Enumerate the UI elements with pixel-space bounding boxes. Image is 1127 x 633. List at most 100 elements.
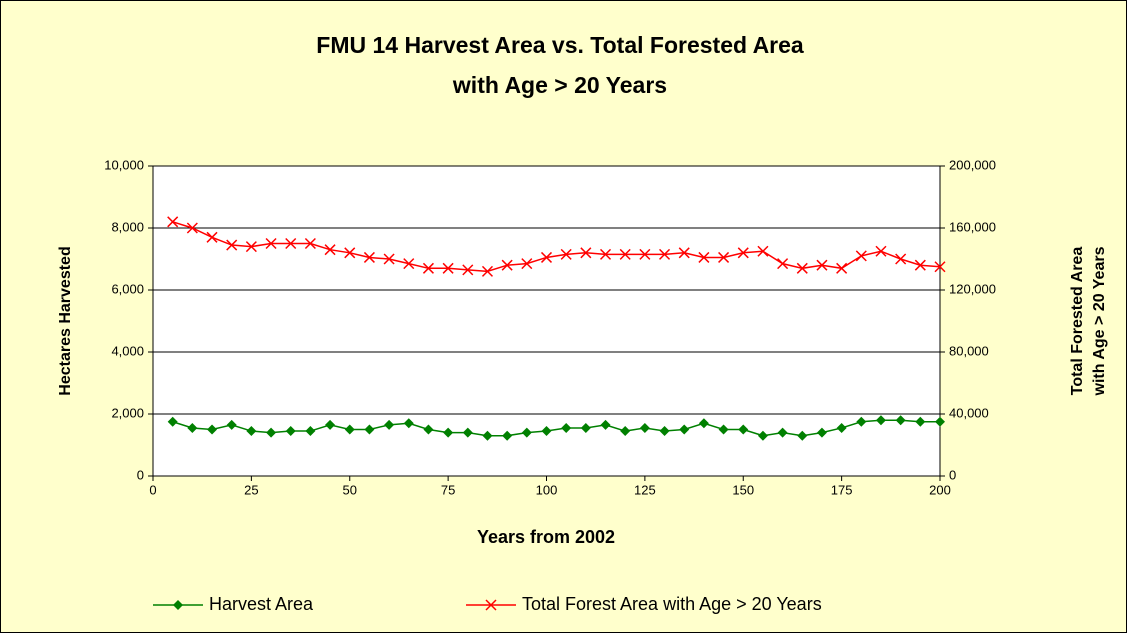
marker — [364, 424, 375, 435]
marker — [403, 258, 415, 270]
marker — [718, 251, 730, 263]
marker — [422, 262, 434, 274]
x-tick-label: 0 — [149, 482, 156, 497]
marker — [167, 416, 178, 427]
marker — [855, 250, 867, 262]
marker — [206, 231, 218, 243]
y-tick-label: 2,000 — [111, 405, 144, 420]
y-tick-label: 8,000 — [111, 219, 144, 234]
marker — [305, 426, 316, 437]
x-tick-label: 50 — [343, 482, 357, 497]
marker — [226, 419, 237, 430]
marker — [344, 247, 356, 259]
marker — [304, 237, 316, 250]
marker — [678, 247, 690, 259]
x-tick-label: 200 — [929, 482, 951, 497]
marker — [895, 415, 906, 426]
marker — [816, 427, 827, 438]
marker — [935, 416, 945, 427]
marker — [875, 415, 886, 426]
legend-label: Total Forest Area with Age > 20 Years — [522, 594, 822, 614]
marker — [521, 258, 533, 270]
marker — [659, 248, 671, 260]
marker — [462, 264, 474, 276]
marker — [639, 248, 651, 260]
marker — [245, 241, 257, 253]
marker — [187, 422, 198, 433]
marker — [324, 244, 336, 256]
marker — [383, 253, 395, 265]
marker — [285, 237, 297, 250]
y2-tick-label: 160,000 — [949, 219, 996, 234]
y-tick-label: 10,000 — [104, 157, 144, 172]
marker — [462, 427, 473, 438]
y-axis-label: Hectares Harvested — [57, 246, 74, 395]
marker — [757, 430, 768, 441]
marker — [777, 258, 789, 270]
marker — [167, 216, 179, 228]
y2-tick-label: 40,000 — [949, 405, 989, 420]
marker — [718, 424, 729, 435]
marker — [816, 259, 828, 271]
marker — [836, 422, 847, 433]
legend-marker — [173, 600, 183, 610]
marker — [620, 426, 631, 437]
marker — [186, 222, 198, 234]
legend-marker — [485, 599, 497, 611]
y-tick-label: 4,000 — [111, 343, 144, 358]
marker — [501, 259, 513, 271]
marker — [265, 237, 277, 250]
y2-tick-label: 200,000 — [949, 157, 996, 172]
x-tick-label: 100 — [536, 482, 558, 497]
x-tick-label: 175 — [831, 482, 853, 497]
y2-tick-label: 0 — [949, 467, 956, 482]
marker — [580, 422, 591, 433]
marker — [226, 239, 238, 251]
marker — [266, 427, 277, 438]
marker — [757, 245, 769, 257]
marker — [738, 424, 749, 435]
marker — [934, 261, 946, 273]
marker — [560, 248, 572, 260]
marker — [442, 262, 454, 274]
marker — [895, 253, 907, 265]
marker — [482, 430, 493, 441]
marker — [325, 419, 336, 430]
marker — [502, 430, 513, 441]
marker — [777, 427, 788, 438]
marker — [384, 419, 395, 430]
marker — [246, 426, 257, 437]
y2-axis-label: with Age > 20 Years — [1091, 246, 1108, 396]
marker — [540, 251, 553, 263]
chart-title: FMU 14 Harvest Area vs. Total Forested A… — [316, 32, 804, 58]
marker — [796, 262, 808, 274]
y2-axis-label: Total Forested Area — [1069, 247, 1086, 396]
x-tick-label: 75 — [441, 482, 455, 497]
marker — [541, 426, 552, 437]
marker — [856, 416, 867, 427]
marker — [679, 424, 690, 435]
x-axis-label: Years from 2002 — [477, 527, 615, 547]
marker — [600, 419, 611, 430]
marker — [698, 251, 710, 263]
y-tick-label: 0 — [137, 467, 144, 482]
marker — [285, 426, 296, 437]
marker — [481, 265, 494, 277]
marker — [443, 427, 454, 438]
marker — [797, 430, 808, 441]
marker — [639, 422, 650, 433]
marker — [344, 424, 355, 435]
marker — [836, 262, 848, 274]
marker — [659, 426, 670, 437]
marker — [599, 248, 612, 260]
plot-area — [153, 166, 940, 476]
marker — [363, 251, 375, 263]
marker — [915, 416, 926, 427]
marker — [619, 248, 631, 260]
marker — [580, 247, 592, 259]
series-line — [172, 221, 941, 273]
x-tick-label: 125 — [634, 482, 656, 497]
marker — [698, 418, 709, 429]
chart-title: with Age > 20 Years — [452, 72, 667, 98]
